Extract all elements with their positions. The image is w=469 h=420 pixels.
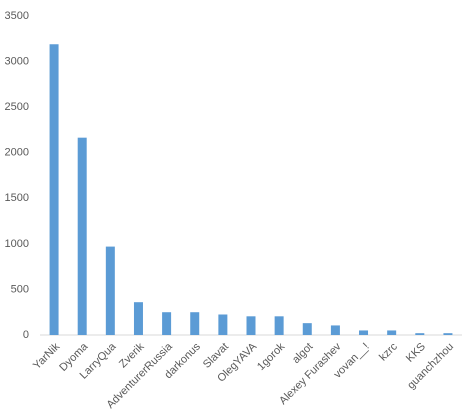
y-tick-label: 2500: [5, 101, 29, 113]
bar: [190, 312, 200, 335]
bar: [49, 44, 59, 336]
y-tick-label: 3500: [5, 10, 29, 22]
x-tick-label: kzrc: [377, 340, 400, 363]
x-tick-label: KKS: [404, 341, 428, 365]
bar: [443, 333, 453, 335]
y-tick-label: 1500: [5, 192, 29, 204]
bar: [246, 316, 256, 335]
x-tick-label: 1gorok: [255, 340, 288, 373]
bar: [105, 246, 115, 335]
y-tick-label: 500: [11, 283, 29, 295]
bar: [387, 330, 397, 335]
y-tick-label: 2000: [5, 147, 29, 159]
bar: [415, 333, 425, 335]
bar: [77, 137, 87, 335]
y-tick-label: 1000: [5, 238, 29, 250]
y-tick-label: 3000: [5, 55, 29, 67]
x-tick-label: algot: [290, 341, 315, 366]
bar: [218, 314, 228, 335]
bar: [302, 323, 312, 335]
bar: [330, 325, 340, 335]
bar: [162, 312, 172, 335]
y-tick-label: 0: [23, 329, 29, 341]
bar: [359, 330, 369, 335]
bar: [133, 302, 143, 335]
bar: [274, 316, 284, 335]
